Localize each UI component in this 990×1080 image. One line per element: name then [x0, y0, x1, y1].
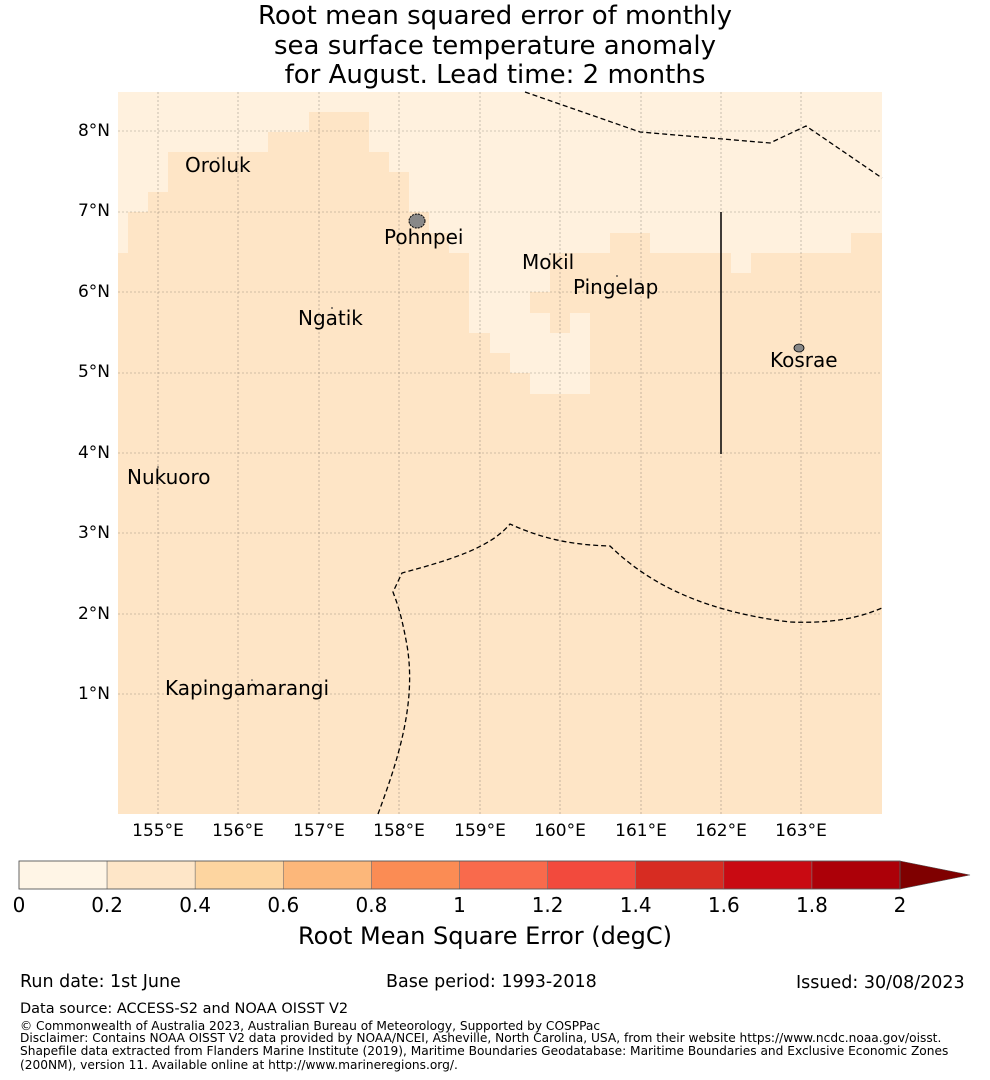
- base-period: Base period: 1993-2018: [386, 972, 597, 992]
- colorbar-segment: [547, 860, 636, 890]
- lat-label: 7°N: [77, 201, 110, 221]
- lon-label: 155°E: [132, 821, 184, 841]
- lon-label: 160°E: [534, 821, 586, 841]
- title-line-1: Root mean squared error of monthly: [257, 1, 733, 31]
- eez-boundary-north: [524, 91, 883, 179]
- lat-label: 2°N: [77, 604, 110, 624]
- place-label-pohnpei: Pohnpei: [384, 225, 464, 249]
- colorbar-tick-label: 0.8: [355, 893, 388, 917]
- disclaimer-line-3: (200NM), version 11. Available online at…: [20, 1058, 458, 1072]
- rmse-field-low: [118, 92, 882, 394]
- colorbar-tick-label: 1.4: [619, 893, 652, 917]
- colorbar: [18, 860, 971, 890]
- run-date: Run date: 1st June: [20, 972, 181, 992]
- colorbar-label: Root Mean Square Error (degC): [298, 922, 672, 950]
- lon-label: 156°E: [212, 821, 264, 841]
- colorbar-segment: [194, 860, 284, 890]
- place-label-kosrae: Kosrae: [770, 348, 838, 372]
- lon-label: 161°E: [615, 821, 667, 841]
- colorbar-outline: [18, 860, 901, 890]
- place-label-pingelap: Pingelap: [573, 275, 659, 299]
- lat-label: 8°N: [77, 121, 110, 141]
- lat-label: 6°N: [77, 282, 110, 302]
- colorbar-tick-label: 1.6: [707, 893, 740, 917]
- disclaimer-line-1: Disclaimer: Contains NOAA OISST V2 data …: [20, 1031, 942, 1045]
- issued-date: Issued: 30/08/2023: [796, 973, 965, 993]
- colorbar-tick-label: 0.2: [91, 893, 123, 917]
- colorbar-segment: [459, 860, 548, 890]
- colorbar-tick-label: 0: [12, 893, 26, 917]
- pohnpei-island: [408, 213, 426, 229]
- lon-label: 162°E: [695, 821, 747, 841]
- colorbar-tick-label: 1.2: [531, 893, 564, 917]
- colorbar-segment: [723, 860, 813, 890]
- colorbar-tick-label: 0.6: [267, 893, 300, 917]
- disclaimer-line-2: Shapefile data extracted from Flanders M…: [20, 1044, 949, 1058]
- lon-label: 157°E: [293, 821, 345, 841]
- colorbar-tick-label: 1.8: [795, 893, 828, 917]
- colorbar-segment: [635, 860, 725, 890]
- mokil-atoll: [549, 253, 551, 255]
- colorbar-segment: [282, 860, 372, 890]
- lat-label: 1°N: [77, 684, 110, 704]
- place-label-ngatik: Ngatik: [298, 306, 363, 330]
- lon-label: 163°E: [775, 821, 827, 841]
- colorbar-segment: [371, 860, 460, 890]
- lon-label: 158°E: [373, 821, 425, 841]
- nukuoro-atoll: [157, 466, 159, 468]
- pingelap-atoll: [616, 275, 618, 277]
- eez-boundaries: [377, 91, 883, 815]
- place-label-kapingamarangi: Kapingamarangi: [165, 676, 330, 700]
- colorbar-segment: [811, 860, 901, 890]
- lon-label: 159°E: [454, 821, 506, 841]
- place-label-mokil: Mokil: [522, 250, 575, 274]
- colorbar-segment: [18, 860, 108, 890]
- graticule: [118, 92, 882, 814]
- data-source: Data source: ACCESS-S2 and NOAA OISST V2: [20, 1001, 349, 1017]
- colorbar-tick-label: 1: [453, 893, 466, 917]
- chart-title: Root mean squared error of monthly sea s…: [0, 1, 990, 91]
- lat-label: 3°N: [77, 523, 110, 543]
- kapingamarangi-atoll: [251, 679, 253, 681]
- title-line-2: sea surface temperature anomaly: [274, 30, 716, 61]
- lat-label: 4°N: [77, 443, 110, 463]
- oroluk-atoll: [217, 157, 219, 159]
- kosrae-island: [793, 343, 805, 353]
- ngatik-atoll: [331, 307, 333, 309]
- colorbar-tick-label: 0.4: [179, 893, 212, 917]
- lat-label: 5°N: [77, 362, 110, 382]
- eez-boundary-south: [377, 523, 883, 815]
- title-line-3: for August. Lead time: 2 months: [284, 60, 706, 90]
- rmse-map: [118, 91, 883, 815]
- place-label-oroluk: Oroluk: [185, 153, 251, 177]
- place-label-nukuoro: Nukuoro: [127, 465, 211, 489]
- colorbar-tick-label: 2: [893, 893, 907, 917]
- islands: [157, 157, 805, 681]
- colorbar-extend-arrow: [899, 860, 971, 890]
- colorbar-segment: [106, 860, 196, 890]
- copyright-notice: © Commonwealth of Australia 2023, Austra…: [20, 1019, 601, 1033]
